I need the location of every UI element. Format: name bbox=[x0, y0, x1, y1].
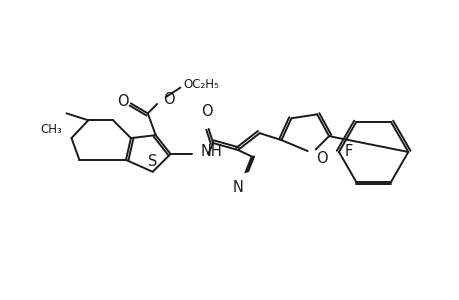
Text: CH₃: CH₃ bbox=[41, 123, 62, 136]
Text: O: O bbox=[117, 94, 129, 109]
Text: F: F bbox=[344, 145, 353, 160]
Text: NH: NH bbox=[200, 145, 222, 160]
Text: S: S bbox=[148, 154, 157, 169]
Text: N: N bbox=[233, 180, 243, 195]
Text: O: O bbox=[162, 92, 174, 107]
Text: O: O bbox=[315, 151, 327, 166]
Text: O: O bbox=[201, 104, 213, 119]
Text: OC₂H₅: OC₂H₅ bbox=[183, 78, 218, 91]
